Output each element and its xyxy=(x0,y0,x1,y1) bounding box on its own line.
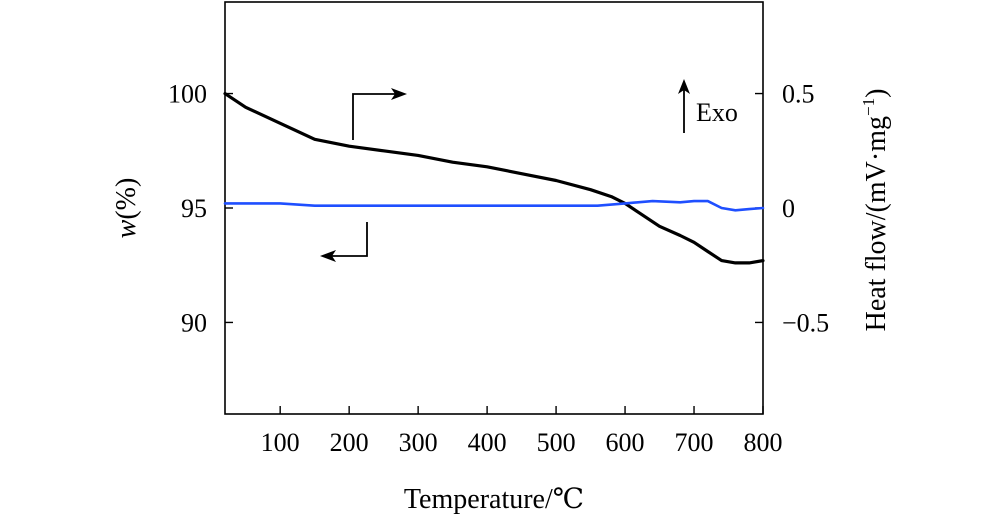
right-y-tick-label: −0.5 xyxy=(782,308,829,337)
right-y-axis-title-main: Heat flow/(mV·mg xyxy=(861,116,892,331)
x-tick-label: 100 xyxy=(261,428,300,457)
right-y-axis-title-sup: −1 xyxy=(859,98,878,116)
series-group xyxy=(223,91,765,265)
right-y-tick-label: 0.5 xyxy=(782,80,815,109)
exo-label: Exo xyxy=(696,98,738,127)
right-y-axis-title-end: ) xyxy=(861,89,892,98)
x-tick-label: 400 xyxy=(468,428,507,457)
left-axis-pointer-arrow xyxy=(320,222,368,262)
left-y-axis-title-rest: (%) xyxy=(111,178,142,220)
left-y-axis-ticks: 90 95 100 xyxy=(168,80,233,337)
x-tick-label: 300 xyxy=(399,428,438,457)
x-tick-label: 800 xyxy=(744,428,783,457)
x-axis-title: Temperature/℃ xyxy=(404,484,584,515)
heat-flow-series-line xyxy=(223,199,765,212)
right-y-tick-label: 0 xyxy=(782,194,795,223)
x-tick-label: 500 xyxy=(537,428,576,457)
right-axis-pointer-arrow xyxy=(352,88,407,140)
right-y-axis-ticks: −0.5 0 0.5 xyxy=(755,80,829,337)
left-y-tick-label: 100 xyxy=(168,80,207,109)
right-y-axis-title: Heat flow/(mV·mg−1) xyxy=(859,89,892,332)
mass-series-line xyxy=(223,91,765,265)
plot-frame xyxy=(224,1,764,415)
exo-arrow-icon xyxy=(678,79,690,133)
left-y-axis-title: w(%) xyxy=(111,178,142,239)
x-tick-label: 700 xyxy=(675,428,714,457)
x-axis-ticks: 100 200 300 400 500 600 700 800 xyxy=(261,406,783,457)
left-y-axis-title-italic: w xyxy=(111,219,142,238)
x-tick-label: 200 xyxy=(330,428,369,457)
left-y-tick-label: 90 xyxy=(181,308,207,337)
left-y-tick-label: 95 xyxy=(181,194,207,223)
x-tick-label: 600 xyxy=(606,428,645,457)
